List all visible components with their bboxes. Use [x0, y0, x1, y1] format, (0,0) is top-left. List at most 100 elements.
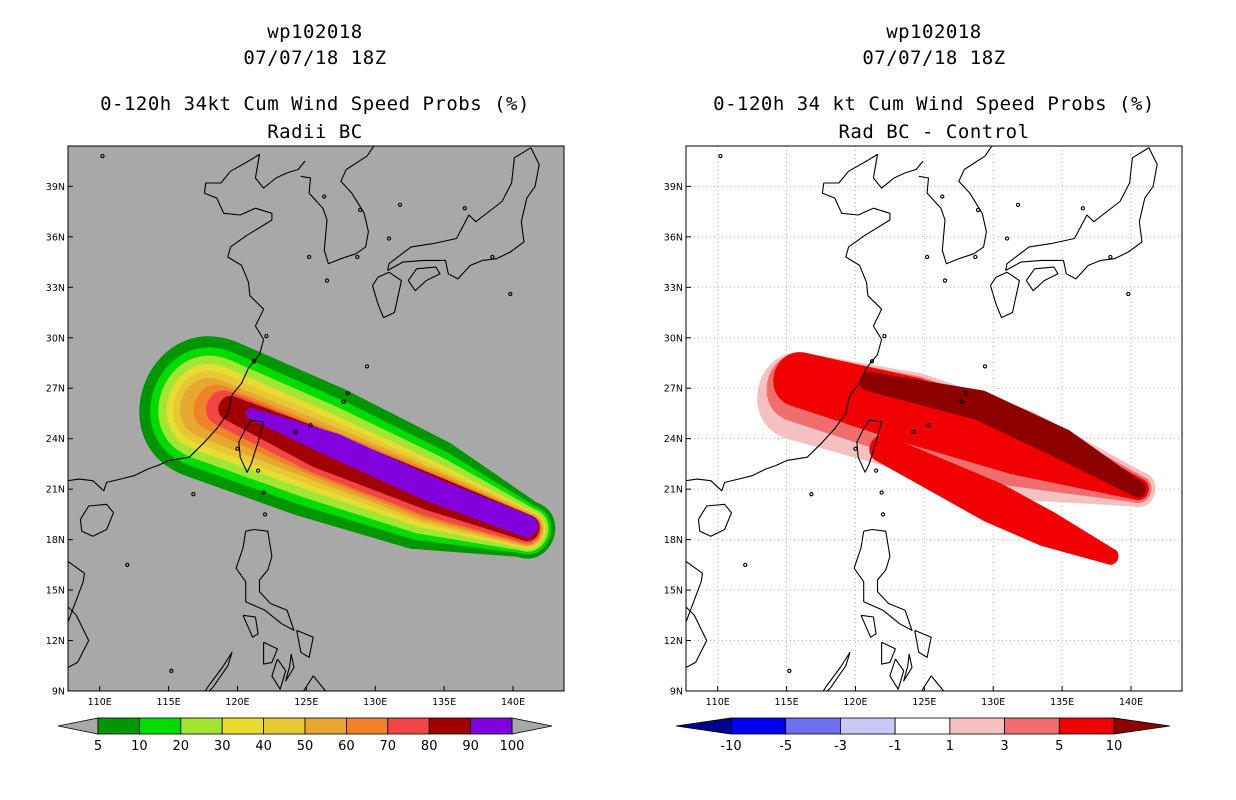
x-tick-label: 110E [706, 697, 730, 708]
island [341, 399, 346, 404]
coastline-china [686, 153, 924, 492]
coastline-luzon [853, 528, 913, 631]
colorbar-box [470, 717, 513, 735]
x-tick-label: 125E [912, 697, 936, 708]
colorbar-box [138, 717, 182, 735]
colorbar-box [840, 717, 896, 735]
colorbar-label: 30 [214, 739, 231, 754]
colorbar-label: 100 [500, 739, 525, 754]
colorbar-box [221, 717, 264, 735]
coastline-mindoro [860, 614, 877, 638]
coastline-cebu [285, 653, 295, 682]
island [322, 194, 327, 199]
coastline-japan_shikoku [1025, 266, 1059, 292]
coastline-luzon [235, 528, 295, 631]
colorbar-box [949, 717, 1005, 735]
y-tick-label: 36N [46, 232, 65, 243]
x-tick-label: 140E [1119, 697, 1143, 708]
island [125, 562, 130, 567]
island [1015, 202, 1021, 208]
coastline-japan_shikoku [407, 266, 441, 292]
y-tick-label: 33N [664, 283, 683, 294]
chart-1-subtitle: Radii BC [267, 121, 363, 143]
coastline-taiwan [238, 419, 265, 473]
island [787, 668, 792, 673]
coastlines [68, 146, 540, 691]
colorbar-arrow-left [57, 717, 99, 735]
island [809, 492, 814, 497]
colorbar-label: -1 [889, 739, 902, 754]
coastline-panay [263, 641, 278, 665]
island [853, 446, 858, 451]
chart-2-case-id: wp102018 [886, 21, 982, 43]
colorbar-label: -3 [834, 739, 847, 754]
x-tick-label: 125E [294, 697, 318, 708]
y-tick-label: 15N [46, 586, 65, 597]
island [293, 429, 298, 435]
coastline-negros [889, 658, 905, 690]
y-tick-label: 30N [664, 333, 683, 344]
island [718, 153, 723, 159]
y-tick-label: 30N [46, 333, 65, 344]
y-tick-label: 27N [46, 384, 65, 395]
colorbar-label: 3 [1000, 739, 1008, 754]
island [975, 207, 981, 213]
prob-contour-90 [245, 407, 538, 538]
map-frame [67, 145, 565, 692]
colorbar-arrow-right [1113, 717, 1171, 735]
island [364, 364, 370, 369]
chart-2-title: 0-120h 34 kt Cum Wind Speed Probs (%) [713, 93, 1155, 115]
island [255, 468, 261, 473]
y-tick-label: 9N [52, 687, 65, 698]
chart-1-case-id: wp102018 [267, 21, 363, 43]
colorbar-label: 40 [255, 739, 272, 754]
colorbar-arrow-left [675, 717, 732, 735]
island [462, 206, 467, 211]
colorbar-label: 60 [338, 739, 355, 754]
colorbar-box [97, 717, 140, 735]
island [191, 492, 196, 497]
colorbar-box [730, 717, 787, 735]
colorbar-box [1004, 717, 1060, 735]
coastline-palawan [204, 651, 233, 691]
colorbar: -10 -5 -3 -1 1 3 5 10 [675, 717, 1171, 754]
map-frame [685, 145, 1183, 692]
island [251, 359, 257, 364]
island [1108, 254, 1113, 260]
island [235, 446, 240, 451]
y-tick-label: 24N [664, 434, 683, 445]
colorbar-label: 20 [173, 739, 190, 754]
island [397, 202, 403, 208]
coastline-korea [300, 146, 375, 265]
colorbar-label: -5 [779, 739, 792, 754]
coastline-samar [914, 629, 932, 658]
island [508, 291, 513, 297]
island [911, 429, 916, 435]
coastline-japan_honshu [387, 147, 540, 280]
colorbar-label: 70 [380, 739, 397, 754]
island [879, 490, 884, 495]
chart-1-panel: 110E 115E 120E 125E 130E 135E 140E 9N 12N 15N 18N 2… [46, 145, 565, 754]
x-tick-label: 120E [843, 697, 867, 708]
coastline-hainan [697, 503, 733, 537]
colorbar-label: 10 [131, 739, 148, 754]
island [1126, 291, 1131, 297]
x-tick-label: 135E [432, 697, 456, 708]
colorbar-label: 50 [297, 739, 314, 754]
map-area [686, 146, 1182, 691]
island [942, 278, 948, 283]
map-area [68, 146, 556, 691]
y-tick-label: 9N [670, 687, 683, 698]
island [882, 333, 887, 339]
coastlines [686, 146, 1158, 691]
y-tick-label: 21N [46, 485, 65, 496]
prob-contour-10 [859, 371, 1147, 498]
coastline-taiwan [856, 419, 883, 473]
island [355, 254, 360, 260]
island [324, 278, 330, 283]
coastline-vietnam [68, 606, 90, 668]
coastline-japan_kyushu [989, 271, 1020, 319]
x-tick-label: 130E [981, 697, 1005, 708]
island [261, 490, 266, 495]
